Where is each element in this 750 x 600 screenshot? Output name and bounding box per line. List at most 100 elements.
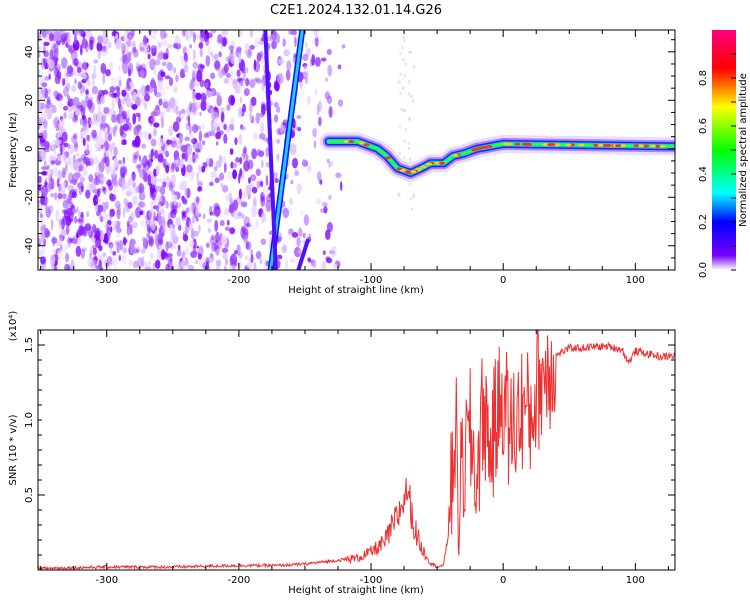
noise-blob — [182, 234, 189, 242]
noise-blob — [158, 42, 162, 50]
noise-blob — [144, 209, 147, 218]
noise-blob — [55, 126, 59, 132]
noise-blob — [201, 123, 206, 130]
noise-blob — [61, 57, 68, 69]
noise-blob — [186, 155, 193, 164]
noise-blob — [254, 37, 260, 48]
noise-blob — [168, 258, 173, 267]
noise-blob — [316, 171, 322, 182]
noise-blob — [114, 200, 121, 209]
noise-blob — [38, 88, 43, 100]
noise-blob — [179, 55, 184, 61]
noise-blob — [56, 178, 60, 188]
noise-blob — [221, 247, 229, 253]
noise-speck — [404, 62, 407, 66]
noise-blob — [54, 192, 58, 200]
streak-layer — [263, 30, 310, 270]
noise-blob — [150, 45, 158, 53]
noise-blob — [41, 245, 45, 256]
noise-blob — [195, 247, 200, 253]
spectrogram-frame — [37, 29, 676, 271]
noise-blob — [50, 254, 56, 266]
noise-blob — [152, 30, 158, 35]
noise-blob — [194, 153, 199, 159]
noise-blob — [137, 164, 141, 173]
noise-blob — [191, 68, 198, 79]
noise-blob — [234, 250, 238, 255]
noise-blob — [207, 227, 211, 233]
signal-peak — [477, 146, 484, 150]
noise-blob — [123, 69, 127, 74]
noise-blob — [265, 147, 270, 158]
noise-blob — [215, 231, 220, 244]
noise-blob — [74, 109, 81, 116]
noise-blob — [200, 92, 207, 102]
noise-blob — [191, 156, 198, 164]
noise-blob — [95, 265, 100, 269]
signal-peak — [633, 144, 640, 148]
signal-peak — [452, 153, 459, 157]
noise-blob — [175, 202, 182, 209]
noise-blob — [154, 229, 158, 239]
noise-blob — [184, 259, 190, 268]
noise-blob — [191, 215, 196, 224]
noise-blob — [158, 225, 165, 238]
noise-speck — [409, 157, 412, 161]
noise-blob — [289, 143, 297, 156]
noise-blob — [208, 257, 215, 264]
noise-blob — [142, 239, 147, 248]
noise-blob — [93, 177, 100, 186]
noise-blob — [108, 90, 114, 97]
noise-blob — [172, 262, 177, 267]
noise-blob — [72, 178, 77, 186]
noise-blob — [246, 49, 253, 59]
noise-blob — [237, 211, 242, 217]
noise-blob — [189, 123, 192, 136]
noise-blob — [133, 125, 140, 136]
noise-blob — [128, 259, 133, 267]
noise-blob — [244, 255, 249, 260]
noise-blob — [81, 108, 86, 121]
noise-blob — [119, 240, 123, 251]
noise-blob — [56, 265, 62, 270]
noise-blob — [82, 114, 86, 120]
noise-blob — [223, 156, 227, 164]
tick-label: -20 — [24, 189, 35, 205]
top-x-axis-label: Height of straight line (km) — [288, 285, 424, 296]
noise-blob — [180, 68, 185, 79]
signal-peak — [434, 161, 441, 165]
noise-blob — [148, 226, 152, 234]
noise-blob — [113, 126, 116, 137]
noise-blob — [138, 192, 146, 201]
noise-blob — [63, 152, 69, 165]
noise-blob — [93, 59, 99, 64]
noise-blob — [140, 84, 145, 97]
noise-blob — [169, 243, 177, 250]
noise-blob — [135, 164, 143, 169]
noise-blob — [121, 110, 127, 120]
noise-speck — [408, 117, 411, 121]
noise-blob — [116, 88, 121, 99]
noise-blob — [170, 164, 175, 173]
noise-blob — [340, 181, 343, 192]
noise-blob — [221, 234, 228, 246]
noise-blob — [102, 73, 106, 85]
noise-blob — [98, 137, 105, 145]
noise-blob — [237, 53, 242, 64]
noise-blob — [184, 152, 188, 162]
noise-blob — [128, 68, 131, 77]
noise-blob — [177, 260, 181, 270]
noise-blob — [89, 144, 92, 154]
noise-blob — [111, 92, 118, 99]
noise-blob — [255, 112, 261, 124]
tick-label: 0 — [24, 146, 35, 152]
noise-blob — [101, 186, 106, 192]
noise-blob — [41, 30, 47, 39]
noise-blob — [240, 80, 244, 87]
noise-blob — [200, 100, 207, 111]
noise-blob — [165, 201, 169, 209]
noise-blob — [286, 60, 292, 71]
noise-blob — [132, 113, 137, 125]
noise-blob — [118, 113, 124, 126]
